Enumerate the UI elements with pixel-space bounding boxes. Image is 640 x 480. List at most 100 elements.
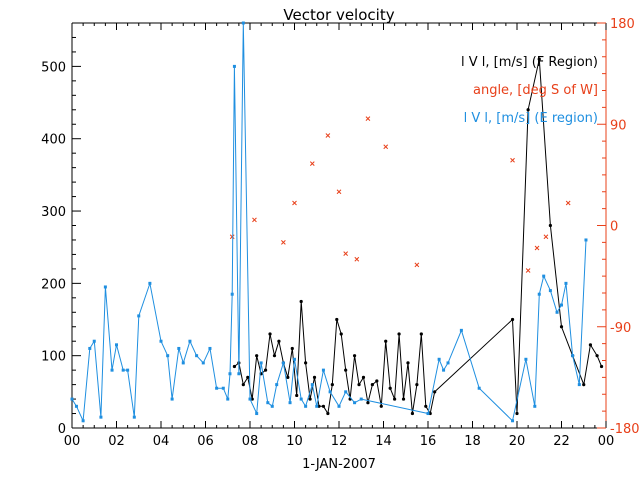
data-point-e-region [110, 368, 114, 372]
data-point-f-region [326, 411, 330, 416]
data-point-f-region [366, 401, 370, 405]
data-point-e-region [126, 368, 130, 372]
y-tick-label: 0 [58, 422, 66, 437]
data-point-e-region [241, 21, 245, 25]
y-tick-label: 500 [41, 60, 66, 75]
series-line-2 [71, 22, 587, 423]
data-point-f-region [410, 411, 415, 416]
x-tick-label: 06 [197, 434, 214, 449]
data-point-e-region [221, 386, 225, 390]
data-point-e-region [310, 383, 314, 387]
y2-tick-label: -180 [610, 422, 640, 437]
data-point-e-region [584, 238, 588, 242]
data-point-e-region [137, 314, 141, 318]
data-point-angle [365, 116, 371, 121]
data-point-e-region [248, 397, 252, 401]
data-point-f-region [588, 343, 593, 347]
data-point-f-region [379, 404, 383, 408]
data-point-f-region [272, 354, 277, 358]
y2-tick-label: -90 [610, 321, 631, 336]
x-tick-label: 10 [286, 434, 303, 449]
data-point-e-region [344, 390, 348, 394]
data-point-f-region [595, 354, 599, 358]
data-point-e-region [548, 289, 552, 293]
data-point-e-region [321, 368, 325, 372]
data-point-e-region [353, 401, 357, 405]
data-point-e-region [275, 383, 279, 387]
data-point-e-region [437, 357, 441, 361]
y2-tick-label: 90 [610, 118, 627, 133]
chart-title: Vector velocity [283, 6, 394, 24]
data-point-e-region [228, 372, 232, 376]
data-point-angle [565, 200, 571, 206]
data-point-f-region [375, 379, 379, 383]
data-point-e-region [92, 339, 96, 343]
data-point-f-region [286, 375, 290, 379]
data-point-e-region [288, 401, 292, 405]
y-tick-label: 400 [41, 133, 66, 148]
data-point-e-region [115, 343, 118, 347]
data-point-f-region [246, 375, 250, 379]
data-point-e-region [121, 368, 125, 372]
data-point-e-region [555, 310, 559, 314]
data-point-f-region [241, 383, 245, 387]
data-point-f-region [352, 354, 357, 358]
data-point-f-region [510, 317, 515, 322]
data-point-e-region [459, 328, 463, 332]
data-point-e-region [181, 361, 185, 365]
y-tick-label: 300 [41, 205, 66, 220]
data-point-e-region [148, 281, 152, 285]
data-point-angle [281, 240, 286, 245]
data-point-f-region [295, 393, 299, 398]
data-point-angle [534, 245, 540, 251]
data-point-f-region [397, 332, 401, 336]
data-point-e-region [315, 404, 319, 408]
x-tick-label: 14 [375, 434, 392, 449]
data-point-f-region [388, 386, 392, 390]
data-point-e-region [166, 354, 170, 358]
data-point-angle [414, 262, 420, 268]
data-point-angle [510, 157, 515, 163]
data-point-e-region [70, 397, 74, 401]
data-point-e-region [88, 346, 92, 350]
data-point-f-region [312, 375, 317, 379]
x-tick-label: 08 [242, 434, 259, 449]
data-point-e-region [188, 339, 192, 343]
data-point-e-region [259, 361, 263, 365]
data-point-f-region [304, 361, 308, 365]
data-point-e-region [230, 292, 234, 296]
legend-entry: l V l, [m/s] (E region) [464, 111, 598, 126]
data-point-e-region [359, 397, 363, 401]
data-point-f-region [330, 383, 334, 387]
data-point-e-region [99, 415, 103, 419]
data-point-f-region [599, 364, 604, 369]
data-point-e-region [208, 346, 212, 350]
data-point-angle [383, 144, 389, 150]
y2-tick-label: 0 [610, 220, 618, 235]
data-point-e-region [281, 361, 285, 365]
data-point-e-region [270, 404, 274, 408]
data-point-e-region [524, 357, 528, 361]
x-tick-label: 16 [420, 434, 437, 449]
data-point-f-region [526, 108, 530, 112]
data-point-e-region [293, 357, 296, 361]
data-point-e-region [74, 404, 78, 408]
data-point-e-region [328, 390, 332, 394]
data-point-f-region [424, 404, 428, 408]
data-point-angle [229, 234, 235, 240]
data-point-e-region [533, 404, 537, 408]
data-point-e-region [266, 401, 270, 405]
data-point-e-region [170, 397, 174, 401]
data-point-e-region [201, 361, 205, 365]
x-tick-label: 00 [64, 434, 81, 449]
x-tick-label: 18 [464, 434, 481, 449]
data-point-e-region [226, 397, 230, 401]
data-point-angle [525, 268, 531, 273]
data-point-f-region [299, 299, 303, 304]
data-point-f-region [415, 383, 419, 387]
data-point-e-region [177, 346, 181, 350]
data-point-f-region [357, 383, 361, 387]
data-point-e-region [560, 303, 563, 307]
data-point-e-region [537, 292, 541, 296]
